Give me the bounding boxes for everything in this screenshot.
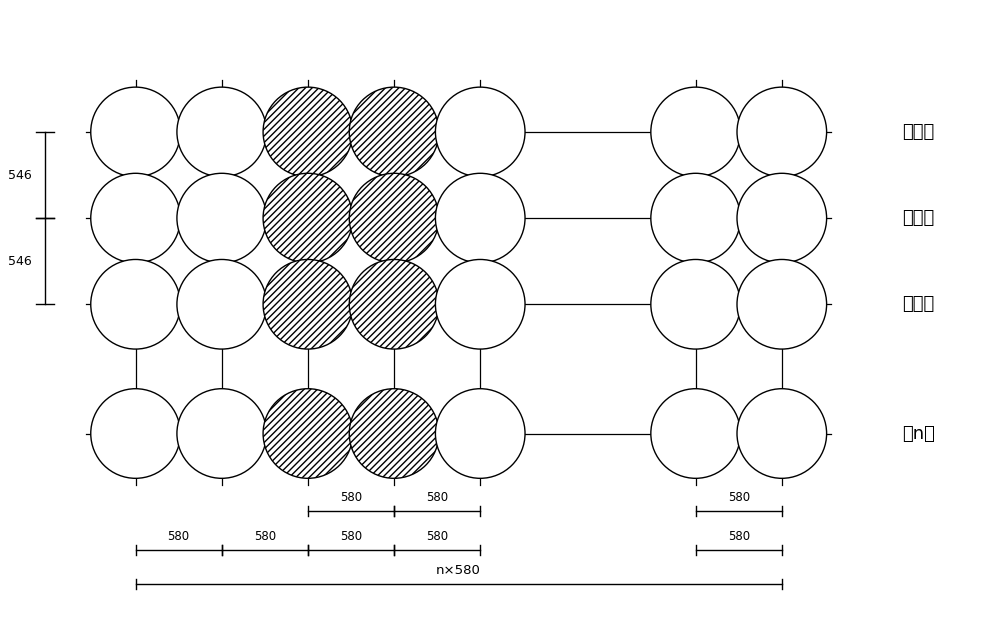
Circle shape <box>651 260 740 349</box>
Circle shape <box>91 389 180 478</box>
Circle shape <box>737 389 827 478</box>
Circle shape <box>177 260 267 349</box>
Text: 580: 580 <box>728 491 750 504</box>
Text: 580: 580 <box>426 530 448 543</box>
Circle shape <box>435 174 525 263</box>
Circle shape <box>263 260 353 349</box>
Circle shape <box>349 174 439 263</box>
Text: 580: 580 <box>340 491 362 504</box>
Circle shape <box>435 87 525 177</box>
Text: 546: 546 <box>8 168 32 181</box>
Circle shape <box>651 174 740 263</box>
Circle shape <box>263 389 353 478</box>
Circle shape <box>737 260 827 349</box>
Circle shape <box>91 174 180 263</box>
Circle shape <box>349 260 439 349</box>
Circle shape <box>435 389 525 478</box>
Circle shape <box>177 87 267 177</box>
Circle shape <box>737 174 827 263</box>
Circle shape <box>651 87 740 177</box>
Circle shape <box>263 87 353 177</box>
Circle shape <box>177 174 267 263</box>
Text: n×580: n×580 <box>436 565 481 577</box>
Circle shape <box>435 260 525 349</box>
Circle shape <box>263 174 353 263</box>
Text: 580: 580 <box>426 491 448 504</box>
Circle shape <box>177 389 267 478</box>
Circle shape <box>651 389 740 478</box>
Text: 580: 580 <box>254 530 276 543</box>
Text: 第二行: 第二行 <box>902 209 935 227</box>
Text: 580: 580 <box>340 530 362 543</box>
Circle shape <box>349 389 439 478</box>
Circle shape <box>91 87 180 177</box>
Text: 第三行: 第三行 <box>902 295 935 313</box>
Text: 580: 580 <box>728 530 750 543</box>
Circle shape <box>737 87 827 177</box>
Text: 580: 580 <box>168 530 190 543</box>
Circle shape <box>91 260 180 349</box>
Text: 第n行: 第n行 <box>902 424 935 442</box>
Text: 第一行: 第一行 <box>902 123 935 141</box>
Text: 546: 546 <box>8 255 32 267</box>
Circle shape <box>349 87 439 177</box>
